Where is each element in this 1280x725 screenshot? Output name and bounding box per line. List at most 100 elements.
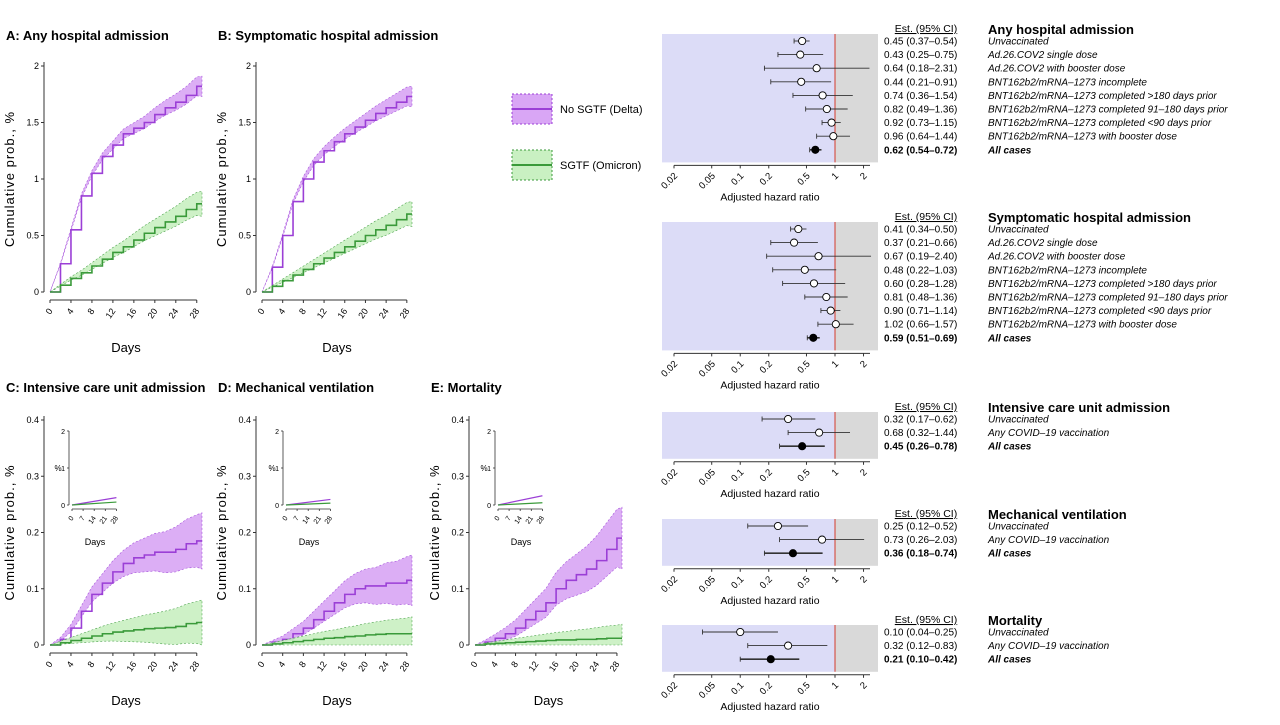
- point-estimate: [784, 414, 793, 424]
- x-tick-label: 12: [104, 659, 118, 673]
- y-tick-label: 1.5: [238, 118, 251, 128]
- x-tick-label: 12: [527, 659, 541, 673]
- point-estimate: [811, 145, 820, 154]
- y-tick-label: 1: [34, 174, 39, 184]
- y-axis-label: Cumulative prob., %: [214, 111, 229, 247]
- legend-omicron-label: SGTF (Omicron): [560, 160, 641, 172]
- x-tick-label: 24: [587, 659, 601, 673]
- inset-x-label: Days: [299, 537, 320, 547]
- x-tick-label: 28: [398, 306, 412, 320]
- row-label: BNT162b2/mRNA–1273 with booster dose: [988, 320, 1177, 331]
- point-estimate: [822, 104, 831, 114]
- x-tick-label: 8: [297, 306, 308, 316]
- inset-x-tick-label: 14: [88, 515, 98, 525]
- y-tick-label: 0: [246, 287, 251, 297]
- forest-bg-left: [662, 222, 835, 351]
- y-tick-label: 0.1: [451, 584, 464, 594]
- forest-x-tick-label: 0.1: [729, 359, 746, 376]
- x-tick-label: 8: [86, 659, 97, 669]
- x-tick-label: 0: [469, 659, 480, 669]
- inset-omicron-line: [497, 502, 543, 506]
- x-tick-label: 20: [356, 659, 370, 673]
- series-line-omicron: [262, 632, 412, 646]
- y-tick-label: 0: [459, 640, 464, 650]
- inset-x-label: Days: [511, 537, 532, 547]
- forest-x-tick-label: 0.05: [697, 680, 718, 701]
- estimate-value: 0.45 (0.26–0.78): [884, 442, 957, 453]
- point-estimate: [818, 91, 827, 100]
- forest-x-tick-label: 0.1: [729, 171, 746, 188]
- estimate-value: 0.43 (0.25–0.75): [884, 50, 957, 61]
- ci-band-omicron: [261, 616, 413, 646]
- ci-band-omicron: [261, 201, 413, 293]
- estimate-value: 0.64 (0.18–2.31): [884, 64, 957, 75]
- series-line-delta: [262, 95, 412, 293]
- forest-x-tick-label: 0.1: [729, 574, 746, 591]
- estimate-value: 0.59 (0.51–0.69): [884, 333, 957, 344]
- km-panel-C: C: Intensive care unit admission 0 0.1 0.2 0…: [2, 380, 205, 708]
- forest-x-tick-label: 0.02: [659, 467, 680, 488]
- point-estimate: [809, 333, 818, 342]
- km-panel-D: D: Mechanical ventilation 0 0.1 0.2 0.3 0.4 Cu…: [214, 380, 413, 708]
- y-tick-label: 0: [34, 287, 39, 297]
- row-label: BNT162b2/mRNA–1273 with booster dose: [988, 132, 1177, 143]
- forest-bg-right: [835, 34, 878, 163]
- estimate-value: 0.44 (0.21–0.91): [884, 77, 957, 88]
- point-estimate: [831, 320, 840, 329]
- inset-delta-line: [71, 497, 117, 506]
- estimate-value: 0.60 (0.28–1.28): [884, 279, 957, 290]
- inset-x-tick-label: 7: [79, 515, 87, 522]
- inset-delta-line: [497, 495, 543, 506]
- forest-x-tick-label: 0.05: [697, 359, 718, 380]
- point-estimate: [797, 77, 806, 86]
- x-tick-label: 20: [146, 659, 160, 673]
- estimate-value: 0.82 (0.49–1.36): [884, 105, 957, 116]
- ci-band-omicron: [49, 191, 203, 293]
- row-label: BNT162b2/mRNA–1273 completed >180 days p…: [988, 279, 1217, 290]
- x-tick-label: 16: [335, 659, 349, 673]
- inset-x-tick-label: 28: [324, 515, 334, 525]
- x-axis-label: Days: [111, 340, 141, 355]
- y-tick-label: 2: [246, 61, 251, 71]
- series-line-delta: [262, 579, 412, 646]
- y-tick-label: 0.4: [26, 415, 39, 425]
- forest-bg-right: [835, 412, 878, 459]
- forest-x-tick-label: 0.02: [659, 171, 680, 192]
- y-tick-label: 1.5: [26, 118, 39, 128]
- forest-panel-3: Est. (95% CI) Intensive care unit admissi…: [659, 400, 1170, 500]
- forest-panel-1: Est. (95% CI) Any hospital admission 0.45 …: [659, 22, 1228, 203]
- panel-title: E: Mortality: [431, 380, 503, 395]
- forest-x-tick-label: 2: [858, 171, 870, 183]
- panel-title: B: Symptomatic hospital admission: [218, 28, 438, 43]
- x-axis-label: Days: [111, 693, 141, 708]
- estimate-header: Est. (95% CI): [895, 23, 957, 35]
- point-estimate: [826, 306, 835, 315]
- row-label: Unvaccinated: [988, 522, 1049, 533]
- forest-x-tick-label: 0.2: [758, 680, 775, 697]
- forest-bg-right: [835, 519, 878, 566]
- forest-x-tick-label: 0.2: [758, 467, 775, 484]
- y-tick-label: 0.4: [451, 415, 464, 425]
- estimate-value: 0.73 (0.26–2.03): [884, 535, 957, 546]
- forest-x-tick-label: 1: [830, 574, 842, 586]
- forest-title: Mechanical ventilation: [988, 507, 1127, 522]
- y-tick-label: 0.2: [26, 528, 39, 538]
- y-tick-label: 1: [246, 174, 251, 184]
- forest-x-tick-label: 0.02: [659, 680, 680, 701]
- x-tick-label: 0: [44, 659, 55, 669]
- point-estimate: [798, 442, 807, 451]
- point-estimate: [827, 118, 836, 127]
- forest-x-tick-label: 0.5: [795, 171, 812, 188]
- x-tick-label: 4: [65, 659, 76, 669]
- row-label: All cases: [987, 145, 1032, 156]
- forest-title: Mortality: [988, 613, 1043, 628]
- row-label: Unvaccinated: [988, 37, 1049, 48]
- point-estimate: [788, 549, 798, 558]
- forest-bg-right: [835, 625, 878, 672]
- point-estimate: [790, 238, 799, 247]
- row-label: Any COVID–19 vaccination: [987, 428, 1110, 439]
- legend: No SGTF (Delta) SGTF (Omicron): [511, 93, 643, 181]
- panel-title: C: Intensive care unit admission: [6, 380, 205, 395]
